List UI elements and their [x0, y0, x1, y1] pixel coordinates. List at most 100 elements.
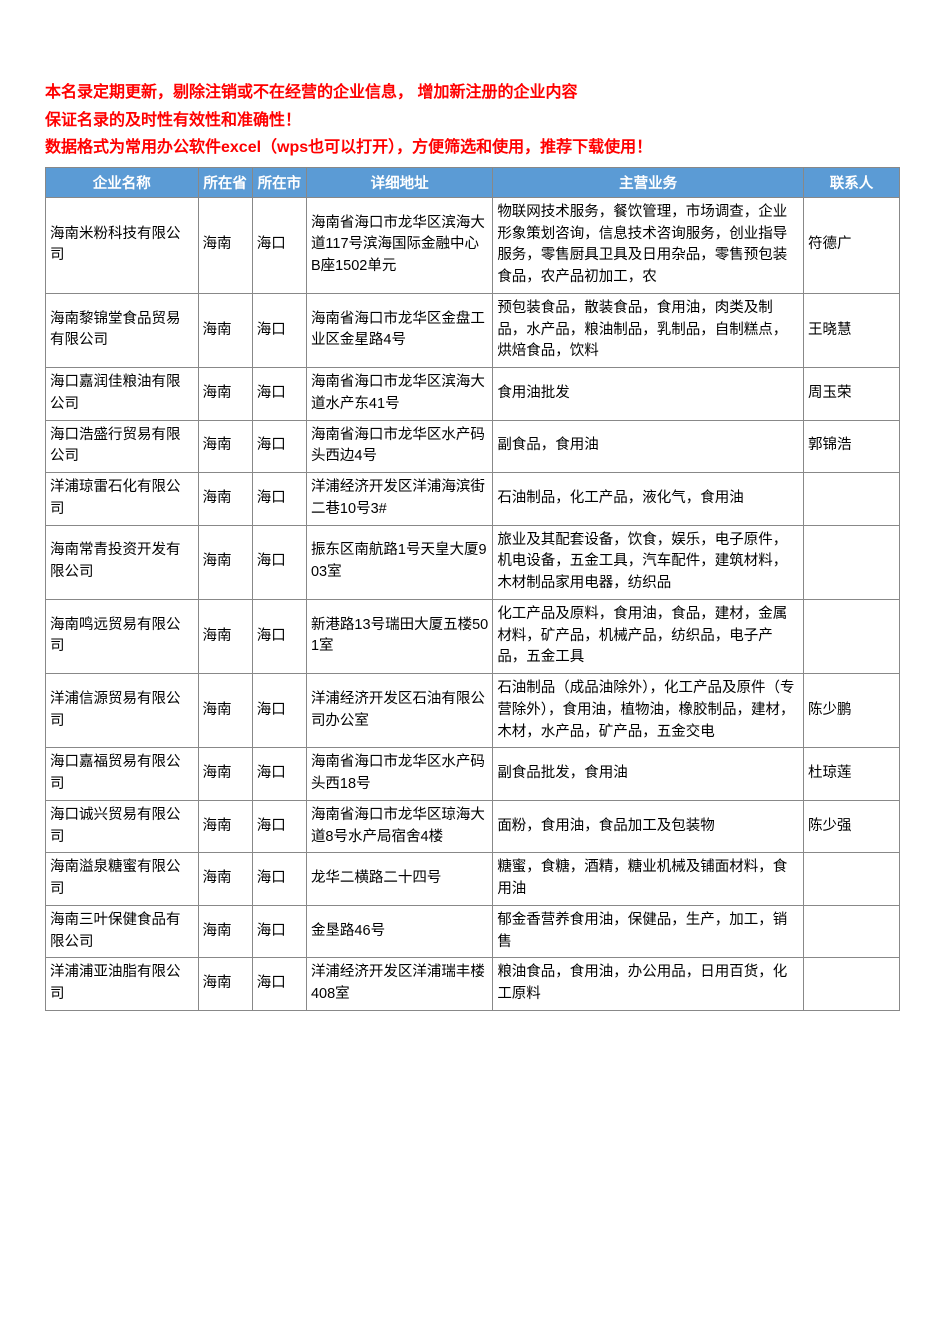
cell-addr: 龙华二横路二十四号 [306, 853, 492, 906]
cell-prov: 海南 [198, 853, 252, 906]
cell-name: 海口浩盛行贸易有限公司 [46, 420, 199, 473]
cell-contact [803, 905, 899, 958]
cell-prov: 海南 [198, 368, 252, 421]
cell-prov: 海南 [198, 293, 252, 367]
cell-biz: 旅业及其配套设备，饮食，娱乐，电子原件，机电设备，五金工具，汽车配件，建筑材料，… [493, 525, 804, 599]
cell-city: 海口 [252, 599, 306, 673]
cell-prov: 海南 [198, 674, 252, 748]
table-row: 海口浩盛行贸易有限公司海南海口海南省海口市龙华区水产码头西边4号副食品，食用油郭… [46, 420, 900, 473]
intro-line-2: 保证名录的及时性有效性和准确性！ [45, 108, 900, 134]
cell-addr: 振东区南航路1号天皇大厦903室 [306, 525, 492, 599]
cell-biz: 物联网技术服务，餐饮管理，市场调查，企业形象策划咨询，信息技术咨询服务，创业指导… [493, 197, 804, 293]
cell-contact: 陈少强 [803, 800, 899, 853]
cell-contact: 郭锦浩 [803, 420, 899, 473]
cell-city: 海口 [252, 420, 306, 473]
cell-biz: 食用油批发 [493, 368, 804, 421]
cell-city: 海口 [252, 525, 306, 599]
company-table: 企业名称 所在省 所在市 详细地址 主营业务 联系人 海南米粉科技有限公司海南海… [45, 167, 900, 1011]
intro-block: 本名录定期更新，剔除注销或不在经营的企业信息， 增加新注册的企业内容 保证名录的… [45, 80, 900, 161]
cell-addr: 洋浦经济开发区洋浦瑞丰楼408室 [306, 958, 492, 1011]
cell-prov: 海南 [198, 197, 252, 293]
cell-biz: 副食品，食用油 [493, 420, 804, 473]
table-row: 海南米粉科技有限公司海南海口海南省海口市龙华区滨海大道117号滨海国际金融中心B… [46, 197, 900, 293]
cell-city: 海口 [252, 800, 306, 853]
table-row: 海南三叶保健食品有限公司海南海口金垦路46号郁金香营养食用油，保健品，生产，加工… [46, 905, 900, 958]
cell-city: 海口 [252, 473, 306, 526]
cell-city: 海口 [252, 905, 306, 958]
cell-name: 海南黎锦堂食品贸易有限公司 [46, 293, 199, 367]
cell-addr: 海南省海口市龙华区滨海大道117号滨海国际金融中心B座1502单元 [306, 197, 492, 293]
cell-biz: 石油制品（成品油除外），化工产品及原件（专营除外），食用油，植物油，橡胶制品，建… [493, 674, 804, 748]
cell-biz: 副食品批发，食用油 [493, 748, 804, 801]
cell-city: 海口 [252, 293, 306, 367]
cell-addr: 金垦路46号 [306, 905, 492, 958]
table-row: 海南黎锦堂食品贸易有限公司海南海口海南省海口市龙华区金盘工业区金星路4号预包装食… [46, 293, 900, 367]
table-row: 海口诚兴贸易有限公司海南海口海南省海口市龙华区琼海大道8号水产局宿舍4楼面粉，食… [46, 800, 900, 853]
cell-city: 海口 [252, 197, 306, 293]
cell-name: 洋浦信源贸易有限公司 [46, 674, 199, 748]
table-row: 洋浦琼雷石化有限公司海南海口洋浦经济开发区洋浦海滨街二巷10号3#石油制品，化工… [46, 473, 900, 526]
cell-contact: 陈少鹏 [803, 674, 899, 748]
cell-name: 海南溢泉糖蜜有限公司 [46, 853, 199, 906]
col-header-name: 企业名称 [46, 167, 199, 197]
cell-contact: 杜琼莲 [803, 748, 899, 801]
cell-biz: 面粉，食用油，食品加工及包装物 [493, 800, 804, 853]
cell-city: 海口 [252, 958, 306, 1011]
cell-prov: 海南 [198, 748, 252, 801]
table-row: 海南溢泉糖蜜有限公司海南海口龙华二横路二十四号糖蜜，食糖，酒精，糖业机械及铺面材… [46, 853, 900, 906]
table-row: 海口嘉润佳粮油有限公司海南海口海南省海口市龙华区滨海大道水产东41号食用油批发周… [46, 368, 900, 421]
table-row: 洋浦信源贸易有限公司海南海口洋浦经济开发区石油有限公司办公室石油制品（成品油除外… [46, 674, 900, 748]
cell-prov: 海南 [198, 473, 252, 526]
cell-contact: 王晓慧 [803, 293, 899, 367]
cell-biz: 化工产品及原料，食用油，食品，建材，金属材料，矿产品，机械产品，纺织品，电子产品… [493, 599, 804, 673]
cell-city: 海口 [252, 368, 306, 421]
cell-prov: 海南 [198, 525, 252, 599]
col-header-city: 所在市 [252, 167, 306, 197]
col-header-biz: 主营业务 [493, 167, 804, 197]
cell-name: 海南三叶保健食品有限公司 [46, 905, 199, 958]
cell-contact [803, 958, 899, 1011]
table-row: 海南常青投资开发有限公司海南海口振东区南航路1号天皇大厦903室旅业及其配套设备… [46, 525, 900, 599]
cell-prov: 海南 [198, 420, 252, 473]
cell-contact [803, 525, 899, 599]
table-header-row: 企业名称 所在省 所在市 详细地址 主营业务 联系人 [46, 167, 900, 197]
cell-addr: 洋浦经济开发区洋浦海滨街二巷10号3# [306, 473, 492, 526]
cell-city: 海口 [252, 853, 306, 906]
cell-prov: 海南 [198, 905, 252, 958]
cell-name: 洋浦琼雷石化有限公司 [46, 473, 199, 526]
cell-name: 海口嘉润佳粮油有限公司 [46, 368, 199, 421]
col-header-addr: 详细地址 [306, 167, 492, 197]
cell-name: 海南鸣远贸易有限公司 [46, 599, 199, 673]
cell-biz: 预包装食品，散装食品，食用油，肉类及制品，水产品，粮油制品，乳制品，自制糕点，烘… [493, 293, 804, 367]
cell-contact: 符德广 [803, 197, 899, 293]
cell-addr: 海南省海口市龙华区滨海大道水产东41号 [306, 368, 492, 421]
cell-biz: 粮油食品，食用油，办公用品，日用百货，化工原料 [493, 958, 804, 1011]
col-header-prov: 所在省 [198, 167, 252, 197]
cell-contact [803, 599, 899, 673]
cell-name: 洋浦浦亚油脂有限公司 [46, 958, 199, 1011]
table-row: 海口嘉福贸易有限公司海南海口海南省海口市龙华区水产码头西18号副食品批发，食用油… [46, 748, 900, 801]
cell-city: 海口 [252, 674, 306, 748]
cell-biz: 郁金香营养食用油，保健品，生产，加工，销售 [493, 905, 804, 958]
cell-addr: 海南省海口市龙华区琼海大道8号水产局宿舍4楼 [306, 800, 492, 853]
cell-contact: 周玉荣 [803, 368, 899, 421]
cell-contact [803, 853, 899, 906]
cell-biz: 石油制品，化工产品，液化气，食用油 [493, 473, 804, 526]
cell-name: 海口诚兴贸易有限公司 [46, 800, 199, 853]
cell-addr: 海南省海口市龙华区金盘工业区金星路4号 [306, 293, 492, 367]
cell-prov: 海南 [198, 800, 252, 853]
cell-biz: 糖蜜，食糖，酒精，糖业机械及铺面材料，食用油 [493, 853, 804, 906]
cell-name: 海南常青投资开发有限公司 [46, 525, 199, 599]
cell-prov: 海南 [198, 599, 252, 673]
intro-line-1: 本名录定期更新，剔除注销或不在经营的企业信息， 增加新注册的企业内容 [45, 80, 900, 106]
table-row: 海南鸣远贸易有限公司海南海口新港路13号瑞田大厦五楼501室化工产品及原料，食用… [46, 599, 900, 673]
table-row: 洋浦浦亚油脂有限公司海南海口洋浦经济开发区洋浦瑞丰楼408室粮油食品，食用油，办… [46, 958, 900, 1011]
cell-addr: 海南省海口市龙华区水产码头西18号 [306, 748, 492, 801]
col-header-contact: 联系人 [803, 167, 899, 197]
cell-addr: 海南省海口市龙华区水产码头西边4号 [306, 420, 492, 473]
table-body: 海南米粉科技有限公司海南海口海南省海口市龙华区滨海大道117号滨海国际金融中心B… [46, 197, 900, 1010]
cell-name: 海口嘉福贸易有限公司 [46, 748, 199, 801]
cell-prov: 海南 [198, 958, 252, 1011]
cell-addr: 新港路13号瑞田大厦五楼501室 [306, 599, 492, 673]
cell-addr: 洋浦经济开发区石油有限公司办公室 [306, 674, 492, 748]
